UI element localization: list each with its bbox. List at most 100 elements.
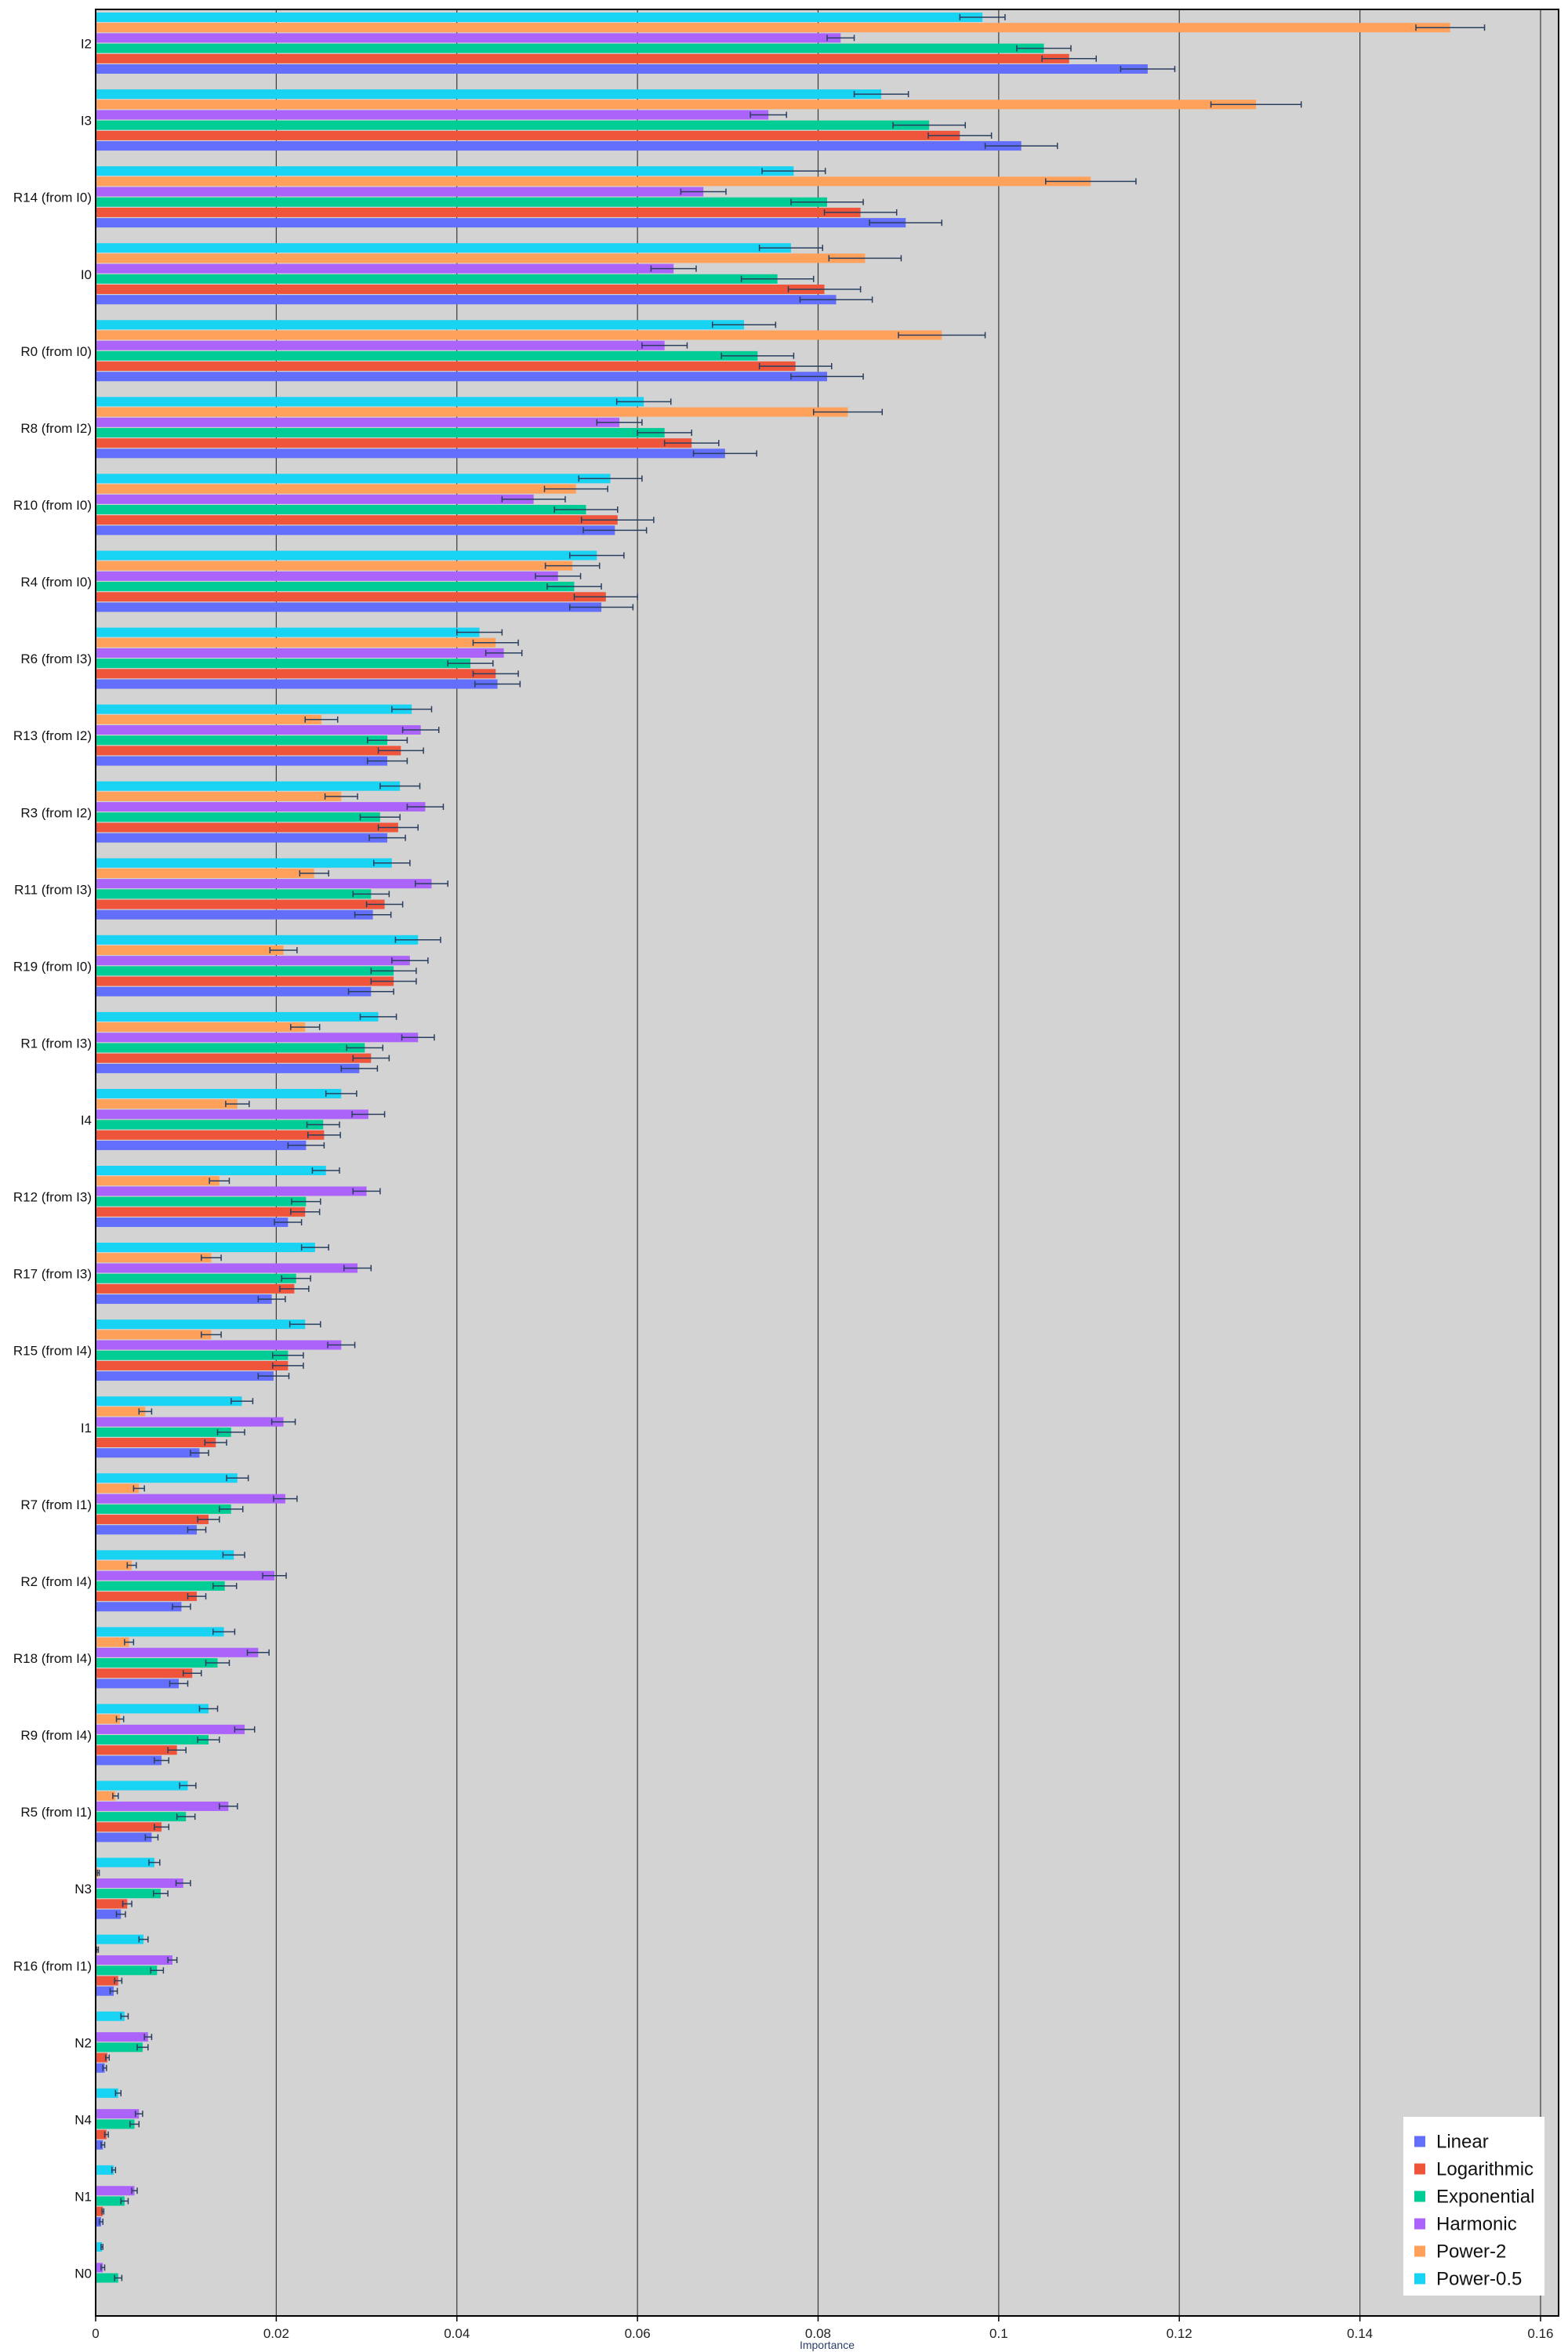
bar — [96, 1396, 242, 1406]
y-category-label: I0 — [81, 267, 92, 282]
bar — [96, 2186, 135, 2196]
bar — [96, 407, 848, 417]
y-category-label: R19 (from I0) — [13, 959, 92, 974]
bar — [96, 550, 597, 561]
bar — [96, 879, 432, 889]
legend-label: Power-2 — [1436, 2241, 1506, 2263]
x-tick-label: 0.1 — [989, 2326, 1008, 2341]
y-category-label: R9 (from I4) — [20, 1728, 92, 1743]
bar — [96, 1515, 209, 1525]
x-axis-ticks: 0 0.02 0.04 0.06 0.08 0.1 0.12 0.14 0.16 — [92, 2316, 1554, 2341]
bar — [96, 1560, 132, 1570]
x-axis-title: Importance — [800, 2339, 855, 2351]
y-category-label: R10 (from I0) — [13, 498, 92, 513]
legend-label: Power-0.5 — [1436, 2269, 1522, 2290]
legend-label: Linear — [1436, 2132, 1489, 2153]
bar — [96, 1033, 419, 1043]
x-tick-label: 0.02 — [263, 2326, 289, 2341]
bar — [96, 1986, 114, 1996]
bar — [96, 2165, 114, 2175]
bar — [96, 350, 758, 361]
bar — [96, 627, 480, 637]
bar — [96, 1627, 224, 1637]
bar — [96, 1570, 275, 1581]
bar — [96, 1494, 285, 1504]
bar — [96, 1525, 198, 1535]
bar — [96, 1207, 306, 1217]
bar — [96, 1647, 259, 1657]
bar — [96, 1253, 212, 1263]
bar — [96, 935, 419, 945]
y-category-label: R16 (from I1) — [13, 1958, 92, 1973]
bar — [96, 2032, 148, 2042]
bar — [96, 1679, 179, 1689]
bar — [96, 1140, 307, 1150]
bar — [96, 505, 586, 514]
bar — [96, 756, 388, 766]
bar — [96, 110, 769, 120]
bar — [96, 1955, 172, 1965]
bar — [96, 858, 392, 868]
bar — [96, 889, 372, 899]
y-category-label: I4 — [81, 1113, 92, 1128]
bar — [96, 53, 1069, 64]
bar — [96, 515, 618, 525]
bar — [96, 417, 620, 427]
bar — [96, 1504, 231, 1514]
bar — [96, 1186, 367, 1196]
bar — [96, 2263, 103, 2273]
bar — [96, 648, 504, 658]
x-tick-label: 0.08 — [805, 2326, 831, 2341]
bar — [96, 561, 573, 571]
bar — [96, 791, 342, 801]
x-tick-label: 0.14 — [1347, 2326, 1373, 2341]
bar — [96, 218, 906, 228]
y-category-label: R7 (from I1) — [20, 1497, 92, 1512]
bar — [96, 2273, 118, 2283]
y-category-label: I1 — [81, 1421, 92, 1436]
bar — [96, 1812, 187, 1822]
bar — [96, 1011, 379, 1022]
bar — [96, 1283, 295, 1294]
legend-swatch — [1414, 2190, 1425, 2202]
bar — [96, 781, 401, 791]
bar — [96, 1273, 296, 1283]
bar — [96, 2206, 103, 2216]
y-category-label: N3 — [74, 1882, 92, 1896]
bar — [96, 637, 496, 648]
y-category-label: R6 (from I3) — [20, 652, 92, 666]
bar — [96, 669, 496, 679]
bar — [96, 1704, 209, 1714]
bar — [96, 2129, 107, 2140]
bar — [96, 89, 882, 100]
bar — [96, 1801, 229, 1811]
bar — [96, 746, 401, 756]
bar — [96, 448, 725, 459]
bar — [96, 372, 827, 382]
bar — [96, 986, 372, 996]
x-tick-label: 0.06 — [625, 2326, 651, 2341]
y-category-label: I3 — [81, 114, 92, 129]
error-bars — [96, 14, 1486, 2281]
bar — [96, 1438, 216, 1447]
bar — [96, 1350, 289, 1360]
bar — [96, 2216, 101, 2227]
bar — [96, 494, 534, 504]
bar — [96, 100, 1257, 110]
bar — [96, 2053, 107, 2063]
legend-swatch — [1414, 2273, 1425, 2285]
x-tick-label: 0.12 — [1167, 2326, 1192, 2341]
bar — [96, 1063, 360, 1073]
bar — [96, 2063, 105, 2073]
bar — [96, 592, 606, 602]
bar — [96, 207, 861, 217]
bar — [96, 976, 394, 986]
bar — [96, 1832, 152, 1842]
bar — [96, 1340, 342, 1350]
legend: Linear Logarithmic Exponential Harmonic Powe… — [1403, 2117, 1544, 2296]
bar — [96, 1053, 372, 1063]
bar — [96, 956, 410, 966]
y-category-label: R12 (from I3) — [13, 1190, 92, 1205]
bar — [96, 263, 674, 274]
bar — [96, 1483, 140, 1494]
